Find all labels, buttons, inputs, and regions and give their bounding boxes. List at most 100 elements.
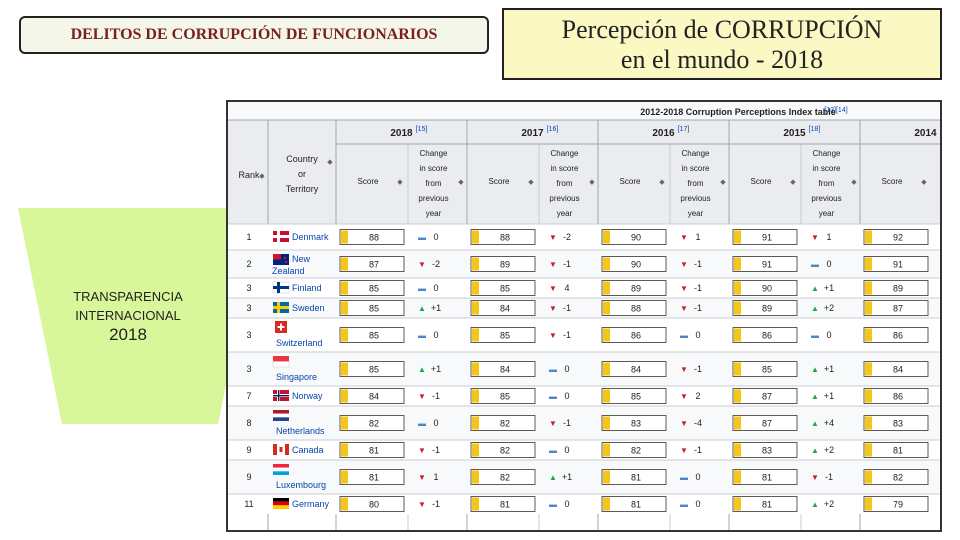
increase-arrow-icon: ▲ [418,365,426,374]
slide-title-line1: Percepción de CORRUPCIÓN [561,15,883,44]
score-bar [472,416,479,430]
score-bar [603,416,610,430]
rank-header[interactable]: Rank [238,170,260,180]
score-sort-icon[interactable]: ◆ [921,179,927,186]
score-bar [472,328,479,342]
score-box [732,415,798,431]
score-sort-icon[interactable]: ◆ [528,179,534,186]
country-link[interactable]: Sweden [292,303,325,313]
country-link[interactable]: New [292,254,311,264]
score-bar [472,281,479,295]
decrease-arrow-icon: ▼ [811,233,819,242]
score-value: 91 [893,260,903,270]
score-sort-icon[interactable]: ◆ [790,179,796,186]
change-header-word: in score [812,164,841,173]
score-value: 82 [500,419,510,429]
score-box [863,469,929,485]
score-box [863,415,929,431]
table-row [228,278,940,298]
score-sort-icon[interactable]: ◆ [397,179,403,186]
decrease-arrow-icon: ▼ [680,446,688,455]
score-value: 84 [500,365,510,375]
score-header[interactable]: Score [489,177,510,186]
score-box [339,442,405,458]
score-sort-icon[interactable]: ◆ [659,179,665,186]
score-bar [341,389,348,403]
score-header[interactable]: Score [358,177,379,186]
score-value: 89 [500,260,510,270]
country-link[interactable]: Switzerland [276,338,323,348]
decrease-arrow-icon: ▼ [680,392,688,401]
change-value: +1 [824,364,834,374]
change-sort-icon[interactable]: ◆ [589,179,595,186]
country-link[interactable]: Luxembourg [276,480,326,490]
score-header[interactable]: Score [620,177,641,186]
change-value: -1 [563,303,571,313]
change-value: +1 [431,364,441,374]
change-value: -1 [432,391,440,401]
no-change-icon: ▬ [549,392,557,401]
change-value: 0 [433,330,438,340]
increase-arrow-icon: ▲ [811,304,819,313]
country-link[interactable]: Netherlands [276,426,325,436]
change-sort-icon[interactable]: ◆ [851,179,857,186]
score-header[interactable]: Score [882,177,903,186]
topic-label: DELITOS DE CORRUPCIÓN DE FUNCIONARIOS [70,26,438,43]
country-link[interactable]: Zealand [272,266,305,276]
year-reference: [19] [940,126,942,133]
change-header-word: in score [550,164,579,173]
score-box [732,229,798,245]
score-bar [603,230,610,244]
score-bar [341,230,348,244]
country-link[interactable]: Canada [292,445,324,455]
change-value: -1 [694,364,702,374]
denmark-flag [273,231,289,242]
score-header[interactable]: Score [751,177,772,186]
rank-sort-icon[interactable]: ◆ [259,173,265,180]
change-value: -1 [563,330,571,340]
score-box [732,280,798,296]
country-sort-icon[interactable]: ◆ [327,159,333,166]
decrease-arrow-icon: ▼ [418,260,426,269]
year-header-2014[interactable]: 2014 [914,128,937,139]
score-box [470,415,536,431]
change-value: 0 [564,364,569,374]
change-value: 0 [695,330,700,340]
score-box [732,496,798,512]
change-header-word: from [426,179,442,188]
change-value: +4 [824,418,834,428]
country-link[interactable]: Germany [292,499,330,509]
country-link[interactable]: Denmark [292,232,329,242]
year-header-2015[interactable]: 2015 [783,128,806,139]
score-value: 85 [500,331,510,341]
score-box [339,415,405,431]
score-bar [865,328,872,342]
change-sort-icon[interactable]: ◆ [720,179,726,186]
change-header-word: Change [419,149,448,158]
year-header-2017[interactable]: 2017 [521,128,544,139]
netherlands-flag [273,410,289,421]
score-value: 89 [631,284,641,294]
score-bar [341,362,348,376]
score-box [863,361,929,377]
country-link[interactable]: Finland [292,283,322,293]
score-value: 84 [893,365,903,375]
change-value: -1 [694,445,702,455]
year-header-2016[interactable]: 2016 [652,128,675,139]
decrease-arrow-icon: ▼ [418,392,426,401]
score-box [339,361,405,377]
year-header-2018[interactable]: 2018 [390,128,413,139]
country-link[interactable]: Norway [292,391,323,401]
change-sort-icon[interactable]: ◆ [458,179,464,186]
change-header-word: in score [681,164,710,173]
decrease-arrow-icon: ▼ [549,419,557,428]
score-bar [603,257,610,271]
score-box [601,469,667,485]
score-box [863,280,929,296]
change-header-word: previous [549,194,579,203]
score-value: 84 [369,392,379,402]
table-header-background [228,102,940,224]
change-value: -2 [432,259,440,269]
table-row [228,298,940,318]
country-link[interactable]: Singapore [276,372,317,382]
